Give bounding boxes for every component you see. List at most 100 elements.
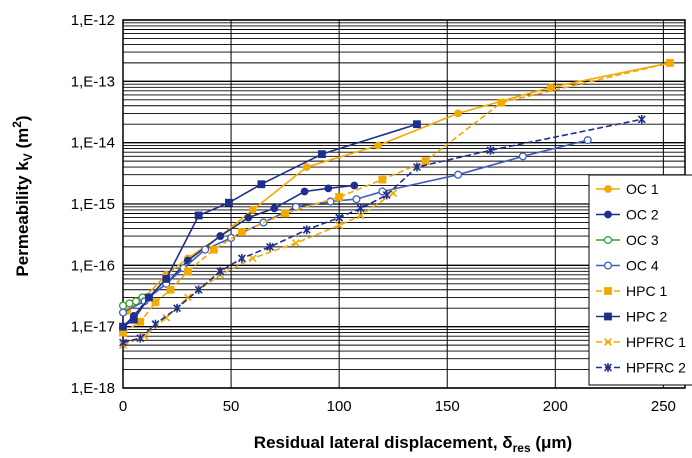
legend-item: HPFRC 1 [596, 334, 686, 350]
data-point [173, 303, 182, 313]
data-point [665, 58, 674, 67]
legend-label: HPFRC 1 [626, 334, 686, 350]
data-point [125, 299, 134, 308]
data-point [145, 293, 153, 302]
y-tick-label: 1,E-18 [71, 380, 115, 397]
series-8 [119, 114, 646, 347]
data-point [194, 285, 203, 295]
data-point-stroke [356, 211, 365, 220]
legend-marker [604, 210, 612, 219]
data-point [151, 319, 160, 329]
data-point-stroke [183, 293, 192, 302]
data-point [162, 275, 171, 283]
data-point [453, 170, 463, 179]
data-point [209, 245, 218, 254]
data-point [335, 193, 344, 201]
data-point [244, 213, 253, 222]
data-point [378, 175, 387, 184]
data-point [166, 285, 175, 294]
data-point [324, 184, 333, 193]
data-point [356, 211, 365, 220]
legend-marker [603, 261, 613, 270]
data-point [300, 187, 309, 196]
series-6 [119, 120, 421, 331]
data-point [194, 211, 203, 220]
legend-label: OC 3 [626, 232, 659, 248]
legend-marker [604, 312, 612, 321]
data-point [547, 83, 555, 92]
data-point [151, 298, 160, 307]
x-tick-label: 150 [435, 398, 460, 415]
data-point [486, 145, 495, 155]
data-point [136, 333, 145, 343]
data-point [270, 204, 279, 213]
y-tick-label: 1,E-14 [71, 135, 115, 152]
x-tick-label: 50 [223, 398, 240, 415]
legend-marker-stroke [604, 338, 612, 346]
legend-item: HPC 1 [596, 283, 667, 299]
data-point [350, 181, 359, 190]
x-tick-label: 0 [119, 398, 127, 415]
legend-item: OC 4 [596, 258, 659, 274]
data-point [335, 213, 344, 223]
legend-label: HPC 1 [626, 283, 667, 299]
legend-label: HPC 2 [626, 309, 667, 325]
y-axis-title-sup: 2 [10, 121, 24, 128]
data-point [454, 109, 462, 118]
legend-label: HPFRC 2 [626, 360, 686, 376]
data-point [201, 245, 210, 254]
data-point [119, 322, 127, 331]
data-point [413, 162, 421, 172]
series-line [122, 62, 671, 334]
legend-item: OC 3 [596, 232, 659, 248]
legend-marker [604, 338, 612, 346]
data-point [225, 198, 233, 207]
series-4 [118, 136, 592, 317]
data-point-stroke [140, 332, 149, 341]
data-point [356, 203, 365, 213]
data-point [291, 202, 300, 211]
data-point [136, 317, 145, 326]
series-line [122, 192, 394, 346]
legend-item: OC 2 [596, 207, 659, 223]
data-point [248, 254, 257, 263]
data-point [497, 98, 506, 107]
y-axis-title-tail: (m [13, 128, 32, 154]
legend-label: OC 2 [626, 207, 659, 223]
data-point [183, 293, 192, 302]
y-tick-label: 1,E-12 [71, 12, 115, 29]
legend-marker [604, 363, 612, 372]
data-point [118, 308, 128, 317]
data-point [382, 190, 391, 200]
data-point [131, 297, 141, 306]
data-point [237, 253, 246, 263]
y-tick-label: 1,E-16 [71, 257, 115, 274]
series-line [122, 123, 418, 328]
x-axis-title-main: Residual lateral displacement, δ [254, 433, 513, 452]
y-tick-labels: 1,E-12 1,E-13 1,E-14 1,E-15 1,E-16 1,E-17 1,E-… [71, 12, 115, 397]
data-point-stroke [389, 189, 398, 198]
series-line [122, 118, 642, 344]
y-axis-title: Permeability kV (m2) [10, 115, 35, 276]
data-point [266, 242, 274, 252]
data-point [317, 150, 326, 159]
x-tick-labels: 0 50 100 150 200 250 [119, 398, 676, 415]
data-point [237, 228, 246, 236]
data-point [248, 206, 257, 214]
x-tick-label: 250 [651, 398, 676, 415]
y-tick-label: 1,E-13 [71, 73, 115, 90]
y-axis-title-main: Permeability k [13, 161, 32, 277]
data-point [216, 232, 225, 240]
legend-box [588, 174, 692, 386]
x-axis-title: Residual lateral displacement, δres (μm) [254, 433, 572, 455]
data-point [421, 157, 430, 166]
x-axis-title-tail: (μm) [531, 433, 573, 452]
data-point [140, 332, 149, 341]
legend-label: OC 1 [626, 181, 659, 197]
data-point [118, 301, 128, 310]
series-5 [119, 58, 674, 337]
legend-item: HPC 2 [596, 309, 667, 325]
legend-item: OC 1 [596, 181, 659, 197]
legend-marker [604, 287, 612, 295]
